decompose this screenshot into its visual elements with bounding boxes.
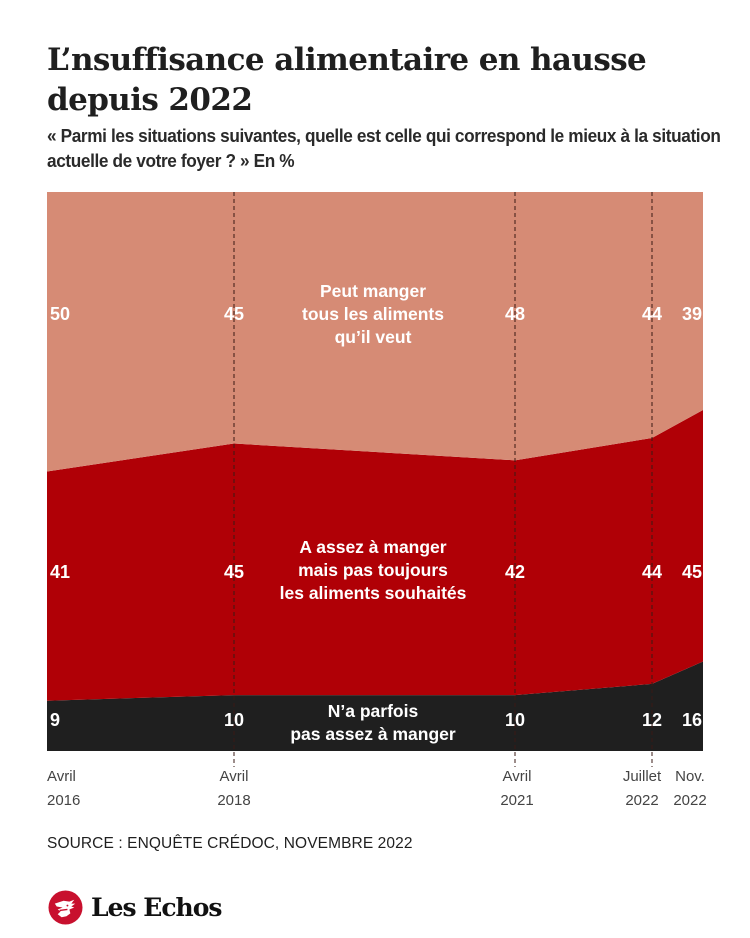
series-label-line: mais pas toujours [298, 560, 448, 580]
value-label: 16 [682, 710, 702, 730]
series-labels: N’a parfois pas assez à manger A assez à m… [280, 281, 467, 744]
stacked-area-chart: 9 10 10 12 16 41 45 42 44 45 50 45 48 44 39 N’a parfoi… [47, 192, 707, 809]
x-tick-year: 2021 [500, 792, 533, 809]
series-label-line: tous les aliments [302, 304, 444, 324]
area-hunger [47, 661, 703, 751]
value-label: 41 [50, 562, 70, 582]
x-tick-month: Avril [503, 768, 532, 785]
chart-title: L’nsuffisance alimentaire en hausse depu… [47, 42, 647, 118]
series-label-line: A assez à manger [299, 537, 446, 557]
value-label: 9 [50, 710, 60, 730]
reference-lines [233, 192, 653, 767]
value-label: 12 [642, 710, 662, 730]
value-label: 44 [642, 304, 662, 324]
source-note: SOURCE : ENQUÊTE CRÉDOC, NOVEMBRE 2022 [47, 835, 413, 852]
x-tick-month: Avril [47, 768, 76, 785]
chart-subtitle: « Parmi les situations suivantes, quelle… [47, 125, 721, 171]
value-label: 45 [682, 562, 702, 582]
x-tick-year: 2022 [625, 792, 658, 809]
series-label-line: N’a parfois [328, 701, 419, 721]
x-tick-month: Juillet [623, 768, 662, 785]
value-label: 10 [505, 710, 525, 730]
logo-text: Les Echos [91, 893, 222, 922]
x-tick-year: 2022 [673, 792, 706, 809]
x-tick-month: Avril [220, 768, 249, 785]
publisher-logo: Les Echos [48, 890, 222, 925]
value-label: 45 [224, 304, 244, 324]
value-label: 10 [224, 710, 244, 730]
value-label: 48 [505, 304, 525, 324]
series-label-line: les aliments souhaités [280, 583, 467, 603]
value-label: 42 [505, 562, 525, 582]
series-label-line: pas assez à manger [290, 724, 456, 744]
x-tick-year: 2016 [47, 792, 80, 809]
value-label: 45 [224, 562, 244, 582]
value-label: 39 [682, 304, 702, 324]
x-tick-year: 2018 [217, 792, 250, 809]
x-axis-ticks: Avril 2016 Avril 2018 Avril 2021 Juillet 2022 No… [47, 768, 707, 809]
area-not-always-desired [47, 410, 703, 701]
mercury-head-icon [48, 890, 83, 925]
area-layers [47, 192, 703, 751]
area-all-desired [47, 192, 703, 472]
value-label: 50 [50, 304, 70, 324]
series-label-line: qu’il veut [335, 327, 412, 347]
series-label-line: Peut manger [320, 281, 426, 301]
value-labels: 9 10 10 12 16 41 45 42 44 45 50 45 48 44 39 [50, 304, 702, 730]
x-tick-month: Nov. [675, 768, 705, 785]
value-label: 44 [642, 562, 662, 582]
